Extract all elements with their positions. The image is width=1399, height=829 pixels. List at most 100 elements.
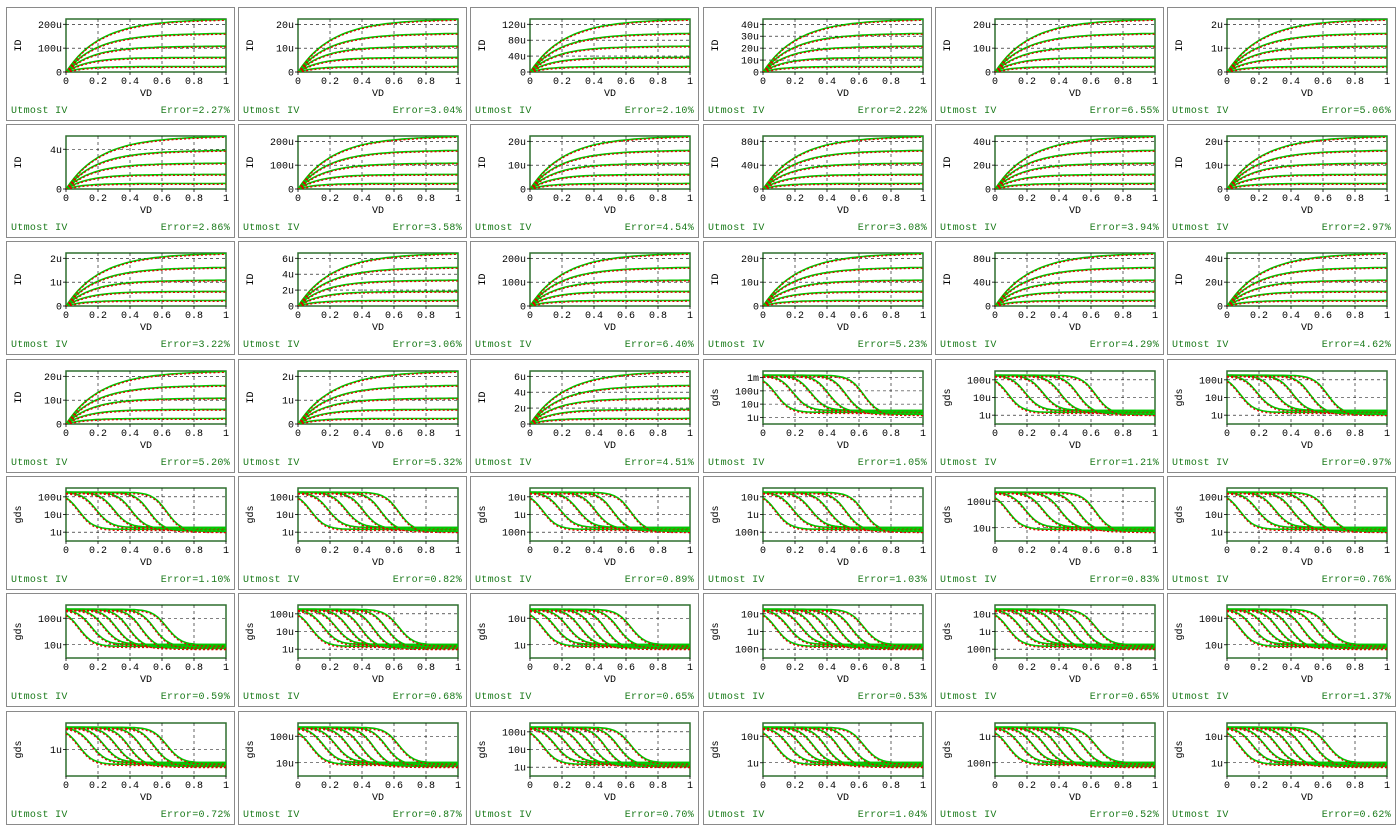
simulated-series bbox=[66, 266, 226, 306]
y-axis-label: ID bbox=[246, 39, 257, 51]
simulated-series bbox=[1227, 56, 1387, 72]
measured-series bbox=[763, 727, 923, 765]
x-tick-label: 0.6 bbox=[850, 429, 868, 440]
x-tick-label: 1 bbox=[1384, 194, 1390, 205]
y-tick-label: 200u bbox=[38, 21, 62, 32]
x-tick-label: 1 bbox=[920, 781, 926, 792]
x-tick-label: 0.6 bbox=[617, 781, 635, 792]
app-caption: Utmost IV bbox=[940, 575, 997, 586]
x-tick-label: 0.6 bbox=[153, 663, 171, 674]
measured-series bbox=[298, 267, 458, 306]
x-tick-label: 0.2 bbox=[1018, 429, 1036, 440]
simulated-series bbox=[530, 45, 690, 72]
simulated-series bbox=[298, 65, 458, 72]
series-group bbox=[763, 136, 923, 189]
y-axis-label: gds bbox=[245, 505, 257, 523]
measured-series bbox=[530, 57, 690, 72]
y-tick-label: 40u bbox=[973, 279, 991, 290]
x-tick-label: 0.4 bbox=[353, 546, 371, 557]
measured-series bbox=[763, 375, 923, 413]
x-tick-label: 0.2 bbox=[786, 311, 804, 322]
simulated-series bbox=[995, 491, 1155, 533]
y-tick-label: 10u bbox=[973, 524, 991, 535]
y-tick-label: 6u bbox=[514, 373, 526, 384]
x-tick-label: 0.8 bbox=[1114, 429, 1132, 440]
x-tick-label: 0 bbox=[992, 429, 998, 440]
chart-panel: 0 0.2 0.4 0.6 0.8 1 10u 100u VD gds Utmost IV Error… bbox=[935, 476, 1164, 590]
measured-series bbox=[530, 727, 690, 766]
measured-series bbox=[66, 46, 226, 72]
measured-series bbox=[763, 267, 923, 306]
app-caption: Utmost IV bbox=[11, 458, 68, 469]
measured-series bbox=[298, 493, 458, 530]
y-tick-label: 10u bbox=[276, 759, 294, 770]
simulated-series bbox=[66, 182, 226, 189]
app-caption: Utmost IV bbox=[11, 223, 68, 234]
y-tick-label: 10u bbox=[276, 45, 294, 56]
simulated-series bbox=[298, 162, 458, 189]
x-axis-label: VD bbox=[837, 323, 849, 334]
simulated-series bbox=[995, 45, 1155, 72]
measured-series bbox=[530, 493, 690, 530]
measured-series bbox=[66, 267, 226, 306]
app-caption: Utmost IV bbox=[11, 106, 68, 117]
x-tick-label: 1 bbox=[455, 194, 461, 205]
chart-svg: 0 0.2 0.4 0.6 0.8 1 1u 10u 100u VD gds bbox=[245, 604, 461, 686]
app-caption: Utmost IV bbox=[475, 810, 532, 821]
chart-svg: 0 0.2 0.4 0.6 0.8 1 0 20u 40u VD ID bbox=[943, 135, 1158, 217]
simulated-series bbox=[530, 253, 690, 306]
x-tick-label: 0.6 bbox=[153, 429, 171, 440]
y-axis-label: gds bbox=[477, 740, 489, 758]
x-tick-label: 0 bbox=[295, 429, 301, 440]
error-caption: Error=5.23% bbox=[857, 340, 927, 351]
simulated-series bbox=[66, 726, 226, 764]
x-tick-label: 0.6 bbox=[1314, 663, 1332, 674]
simulated-series bbox=[298, 253, 458, 306]
measured-series bbox=[995, 267, 1155, 306]
app-caption: Utmost IV bbox=[708, 340, 765, 351]
simulated-series bbox=[1227, 19, 1387, 72]
simulated-series bbox=[66, 608, 226, 646]
measured-series bbox=[995, 381, 1155, 415]
series-group bbox=[298, 726, 458, 769]
x-tick-label: 0.6 bbox=[1082, 429, 1100, 440]
measured-series bbox=[763, 492, 923, 530]
simulated-series bbox=[530, 290, 690, 306]
x-tick-label: 1 bbox=[1152, 194, 1158, 205]
y-axis-label: ID bbox=[14, 156, 25, 168]
x-tick-label: 0.6 bbox=[850, 781, 868, 792]
simulated-series bbox=[530, 19, 690, 72]
x-tick-label: 0 bbox=[1224, 546, 1230, 557]
y-tick-label: 10u bbox=[741, 493, 759, 504]
x-tick-label: 0.6 bbox=[385, 546, 403, 557]
error-caption: Error=0.70% bbox=[624, 810, 694, 821]
y-tick-label: 0 bbox=[520, 303, 526, 314]
x-tick-label: 0.4 bbox=[353, 429, 371, 440]
series-group bbox=[530, 726, 690, 769]
x-tick-label: 0.4 bbox=[818, 663, 836, 674]
y-tick-label: 10u bbox=[741, 733, 759, 744]
chart-panel: 0 0.2 0.4 0.6 0.8 1 10u 100u VD gds Utmost IV Error… bbox=[1167, 593, 1396, 707]
y-tick-label: 2u bbox=[50, 255, 62, 266]
chart-panel: 0 0.2 0.4 0.6 0.8 1 1u 10u VD gds Utmost IV Error=0… bbox=[1167, 711, 1396, 825]
x-axis-label: VD bbox=[837, 206, 849, 217]
y-tick-label: 1u bbox=[514, 764, 526, 775]
app-caption: Utmost IV bbox=[475, 692, 532, 703]
x-axis-label: VD bbox=[1069, 793, 1081, 804]
simulated-series bbox=[66, 397, 226, 424]
x-tick-label: 0.4 bbox=[818, 546, 836, 557]
series-group bbox=[763, 726, 923, 769]
y-tick-label: 1u bbox=[50, 746, 62, 757]
error-caption: Error=1.21% bbox=[1089, 458, 1159, 469]
error-caption: Error=5.20% bbox=[160, 458, 230, 469]
x-tick-label: 0.8 bbox=[1114, 546, 1132, 557]
measured-series bbox=[530, 19, 690, 72]
x-tick-label: 0.6 bbox=[1314, 546, 1332, 557]
x-tick-label: 0.2 bbox=[321, 429, 339, 440]
error-caption: Error=5.32% bbox=[392, 458, 462, 469]
x-tick-label: 0.2 bbox=[1250, 77, 1268, 88]
error-caption: Error=0.65% bbox=[624, 692, 694, 703]
x-tick-label: 0 bbox=[63, 194, 69, 205]
y-tick-label: 10u bbox=[276, 511, 294, 522]
series-group bbox=[995, 608, 1155, 651]
